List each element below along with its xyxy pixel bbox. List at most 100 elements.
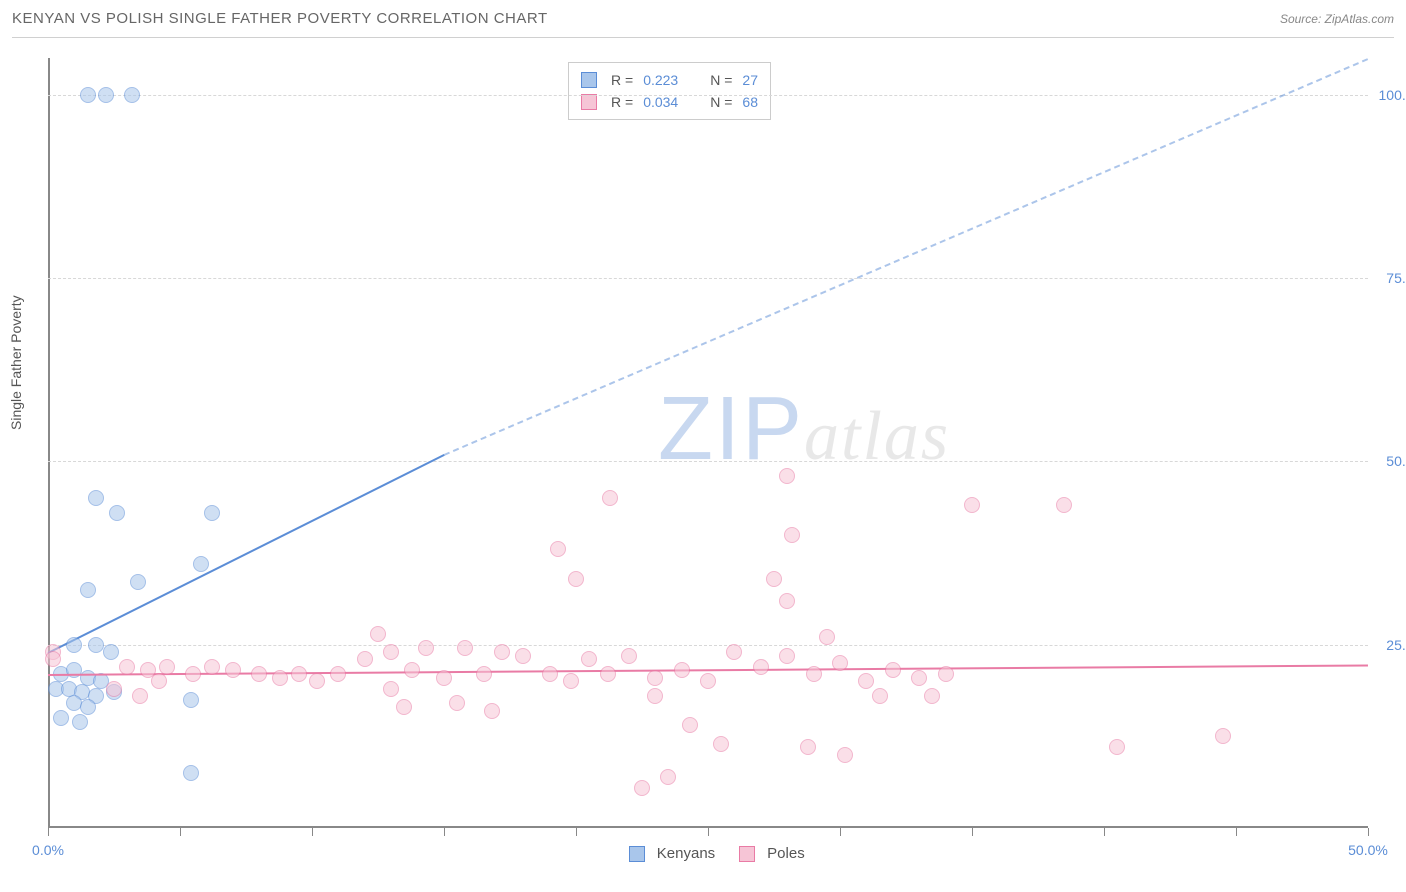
scatter-point-poles [185,666,201,682]
x-tick [1368,828,1369,836]
scatter-point-poles [225,662,241,678]
scatter-point-kenyans [204,505,220,521]
scatter-point-poles [436,670,452,686]
scatter-point-poles [204,659,220,675]
scatter-point-poles [151,673,167,689]
source-name: ZipAtlas.com [1325,12,1394,26]
scatter-point-kenyans [80,582,96,598]
series-legend-label: Kenyans [657,845,715,862]
scatter-point-poles [660,769,676,785]
series-legend-item-kenyans: Kenyans [629,845,715,862]
gridline-h [48,278,1368,279]
x-tick [708,828,709,836]
n-label: N = [710,69,732,91]
scatter-point-poles [602,490,618,506]
scatter-point-poles [806,666,822,682]
x-tick [840,828,841,836]
y-tick-label: 75.0% [1386,270,1406,286]
scatter-point-kenyans [53,710,69,726]
scatter-point-poles [370,626,386,642]
r-value: 0.223 [643,69,678,91]
watermark-zip: ZIP [658,379,804,479]
trend-line [48,454,445,654]
y-tick-label: 25.0% [1386,637,1406,653]
scatter-point-poles [550,541,566,557]
scatter-point-poles [272,670,288,686]
scatter-point-poles [119,659,135,675]
scatter-point-poles [159,659,175,675]
x-tick-label: 0.0% [32,842,64,858]
scatter-point-poles [515,648,531,664]
scatter-point-poles [581,651,597,667]
y-tick-label: 100.0% [1379,87,1406,103]
x-tick [972,828,973,836]
scatter-point-poles [779,468,795,484]
x-tick [312,828,313,836]
scatter-point-kenyans [183,765,199,781]
series-legend-item-poles: Poles [739,845,805,862]
scatter-point-poles [858,673,874,689]
scatter-point-poles [383,644,399,660]
scatter-point-poles [779,648,795,664]
gridline-h [48,645,1368,646]
x-tick [48,828,49,836]
scatter-point-kenyans [124,87,140,103]
scatter-point-poles [779,593,795,609]
scatter-point-poles [766,571,782,587]
scatter-point-poles [476,666,492,682]
scatter-point-poles [484,703,500,719]
scatter-point-poles [634,780,650,796]
x-tick [444,828,445,836]
series-legend: Kenyans Poles [629,845,805,862]
scatter-point-poles [647,670,663,686]
scatter-point-poles [911,670,927,686]
scatter-point-poles [542,666,558,682]
scatter-point-poles [938,666,954,682]
scatter-point-kenyans [193,556,209,572]
scatter-point-poles [357,651,373,667]
gridline-h [48,461,1368,462]
scatter-point-poles [753,659,769,675]
legend-swatch-kenyans [629,846,645,862]
scatter-point-poles [291,666,307,682]
scatter-point-poles [1056,497,1072,513]
scatter-point-kenyans [80,699,96,715]
chart-title: KENYAN VS POLISH SINGLE FATHER POVERTY C… [12,10,548,27]
legend-swatch-poles [581,94,597,110]
scatter-point-poles [784,527,800,543]
scatter-point-poles [819,629,835,645]
scatter-point-poles [872,688,888,704]
scatter-point-poles [800,739,816,755]
scatter-point-poles [682,717,698,733]
scatter-point-poles [568,571,584,587]
scatter-point-poles [45,651,61,667]
scatter-point-kenyans [72,714,88,730]
scatter-point-poles [726,644,742,660]
x-tick-label: 50.0% [1348,842,1388,858]
scatter-point-kenyans [183,692,199,708]
scatter-point-kenyans [80,87,96,103]
scatter-point-kenyans [98,87,114,103]
x-tick [576,828,577,836]
x-tick [180,828,181,836]
r-label: R = [611,69,633,91]
source-prefix: Source: [1280,12,1325,26]
scatter-point-poles [404,662,420,678]
y-tick-label: 50.0% [1386,453,1406,469]
watermark-atlas: atlas [804,398,950,475]
legend-swatch-poles [739,846,755,862]
correlation-legend-row-kenyans: R = 0.223N = 27 [581,69,758,91]
scatter-point-kenyans [109,505,125,521]
chart-container: KENYAN VS POLISH SINGLE FATHER POVERTY C… [0,0,1406,892]
legend-swatch-kenyans [581,72,597,88]
scatter-point-poles [330,666,346,682]
scatter-point-poles [700,673,716,689]
scatter-point-poles [106,681,122,697]
plot-area: ZIPatlas R = 0.223N = 27R = 0.034N = 68 … [48,58,1368,828]
scatter-point-poles [713,736,729,752]
y-axis-line [48,58,50,828]
y-axis-label: Single Father Poverty [8,295,24,430]
scatter-point-poles [449,695,465,711]
correlation-legend: R = 0.223N = 27R = 0.034N = 68 [568,62,771,120]
scatter-point-kenyans [130,574,146,590]
